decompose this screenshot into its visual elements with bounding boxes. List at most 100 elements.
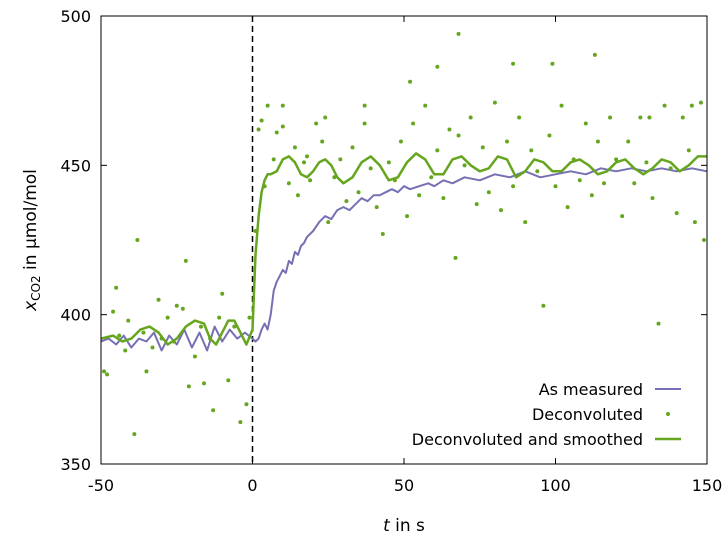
deconvoluted-point [423,104,427,108]
x-tick-label: 0 [247,476,257,495]
deconvoluted-point [111,310,115,314]
y-tick-label: 450 [60,156,91,175]
deconvoluted-point [135,238,139,242]
deconvoluted-point [105,372,109,376]
legend-label-measured: As measured [539,380,643,399]
deconvoluted-point [187,384,191,388]
deconvoluted-point [260,119,264,123]
deconvoluted-point [369,166,373,170]
deconvoluted-point [175,304,179,308]
deconvoluted-point [408,80,412,84]
deconvoluted-point [308,178,312,182]
deconvoluted-point [314,122,318,126]
y-tick-label: 500 [60,7,91,26]
deconvoluted-point [363,104,367,108]
deconvoluted-point [669,166,673,170]
deconvoluted-point [584,122,588,126]
deconvoluted-point [287,181,291,185]
deconvoluted-point [590,193,594,197]
deconvoluted-point [350,145,354,149]
deconvoluted-point [202,381,206,385]
deconvoluted-point [550,62,554,66]
deconvoluted-point [141,331,145,335]
deconvoluted-point [447,127,451,131]
deconvoluted-point [296,193,300,197]
deconvoluted-point [184,259,188,263]
deconvoluted-point [687,148,691,152]
deconvoluted-point [608,116,612,120]
deconvoluted-point [560,104,564,108]
deconvoluted-point [523,220,527,224]
deconvoluted-point [454,256,458,260]
deconvoluted-point [663,104,667,108]
deconvoluted-point [275,130,279,134]
deconvoluted-point [638,116,642,120]
deconvoluted-point [499,208,503,212]
deconvoluted-point [690,104,694,108]
deconvoluted-point [247,316,251,320]
deconvoluted-point [441,196,445,200]
deconvoluted-point [344,199,348,203]
deconvoluted-point [457,32,461,36]
deconvoluted-point [102,369,106,373]
deconvoluted-point [193,354,197,358]
deconvoluted-point [381,232,385,236]
deconvoluted-point [481,145,485,149]
deconvoluted-point [469,116,473,120]
deconvoluted-point [511,62,515,66]
deconvoluted-point [117,334,121,338]
deconvoluted-point [375,205,379,209]
deconvoluted-point [541,304,545,308]
deconvoluted-point [487,190,491,194]
deconvoluted-point [411,122,415,126]
deconvoluted-point [693,220,697,224]
deconvoluted-point [417,193,421,197]
deconvoluted-point [123,349,127,353]
deconvoluted-point [457,133,461,137]
deconvoluted-point [405,214,409,218]
deconvoluted-point [387,160,391,164]
deconvoluted-point [493,101,497,105]
x-tick-label: -50 [88,476,114,495]
deconvoluted-point [699,101,703,105]
deconvoluted-point [238,420,242,424]
deconvoluted-point [647,116,651,120]
deconvoluted-point [675,211,679,215]
legend: As measured Deconvoluted Deconvoluted an… [338,374,706,456]
deconvoluted-point [272,157,276,161]
x-axis-label: t in s [383,516,425,536]
deconvoluted-point [657,322,661,326]
deconvoluted-point [626,139,630,143]
deconvoluted-point [144,369,148,373]
x-tick-label: 100 [540,476,571,495]
y-axis-label: xCO2 in µmol/mol [21,169,43,312]
y-tick-label: 400 [60,306,91,325]
deconvoluted-point [463,163,467,167]
deconvoluted-point [244,402,248,406]
deconvoluted-point [511,184,515,188]
deconvoluted-point [593,53,597,57]
deconvoluted-point [266,104,270,108]
series-line-smoothed [101,153,707,344]
x-tick-label: 150 [692,476,723,495]
deconvoluted-point [632,181,636,185]
deconvoluted-point [305,154,309,158]
deconvoluted-point [323,116,327,120]
deconvoluted-point [217,316,221,320]
x-tick-label: 50 [394,476,414,495]
deconvoluted-point [357,190,361,194]
deconvoluted-point [475,202,479,206]
y-tick-label: 350 [60,455,91,474]
deconvoluted-point [435,65,439,69]
deconvoluted-point [566,205,570,209]
deconvoluted-point [644,160,648,164]
deconvoluted-point [220,292,224,296]
deconvoluted-point [281,104,285,108]
deconvoluted-point [517,116,521,120]
deconvoluted-point [596,139,600,143]
deconvoluted-point [114,286,118,290]
deconvoluted-point [505,139,509,143]
deconvoluted-point [650,196,654,200]
deconvoluted-point [281,125,285,129]
